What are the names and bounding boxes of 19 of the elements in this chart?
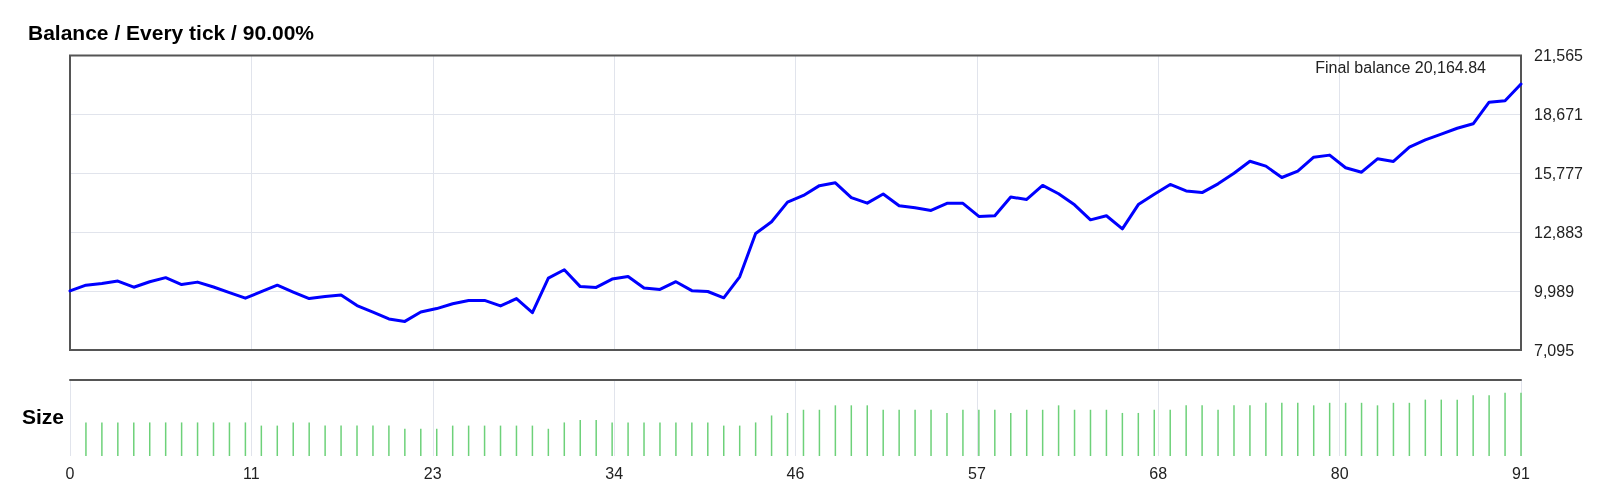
y-tick-label: 15,777: [1534, 164, 1584, 182]
y-tick-label: 7,095: [1534, 341, 1575, 359]
x-tick-label: 23: [423, 464, 442, 482]
x-tick-label: 0: [65, 464, 75, 482]
x-tick-label: 34: [605, 464, 624, 482]
chart-title: Balance / Every tick / 90.00%: [28, 21, 315, 44]
annotation: Final balance 20,164.84: [1315, 59, 1487, 76]
y-axis-title: Size: [22, 405, 65, 428]
line-series: [68, 82, 1523, 323]
x-tick-label: 68: [1149, 464, 1168, 482]
x-tick-label: 80: [1330, 464, 1349, 482]
x-tick-label: 57: [967, 464, 986, 482]
y-tick-label: 9,989: [1534, 282, 1575, 300]
x-tick-label: 91: [1512, 464, 1530, 482]
y-tick-label: 18,671: [1534, 105, 1584, 123]
x-tick-label: 46: [786, 464, 805, 482]
x-tick-label: 11: [243, 464, 260, 482]
y-tick-label: 21,565: [1534, 47, 1584, 64]
y-tick-label: 12,883: [1534, 223, 1584, 241]
